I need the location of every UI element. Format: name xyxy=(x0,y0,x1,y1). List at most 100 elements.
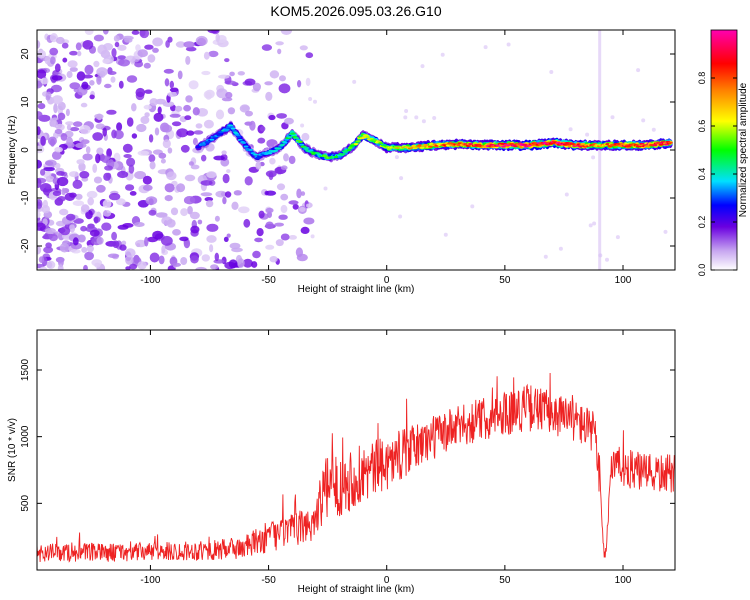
ridge-cell xyxy=(527,144,533,147)
noise-blob xyxy=(200,192,213,197)
noise-blob xyxy=(154,127,160,136)
noise-blob xyxy=(636,68,641,73)
noise-blob xyxy=(102,199,112,209)
noise-blob xyxy=(183,196,196,205)
noise-blob xyxy=(69,192,77,198)
noise-blob xyxy=(40,77,49,85)
noise-blob xyxy=(69,82,81,90)
noise-blob xyxy=(44,55,51,65)
noise-blob xyxy=(76,159,85,165)
noise-blob xyxy=(113,35,120,42)
noise-blob xyxy=(203,51,210,60)
snr-y-ticks: 500 1000 1500 xyxy=(20,358,675,512)
snr-frame xyxy=(36,329,676,571)
noise-blob xyxy=(192,107,200,116)
noise-blob xyxy=(129,191,137,196)
noise-blob xyxy=(92,163,98,173)
noise-blob xyxy=(104,83,112,89)
ridge-cell xyxy=(224,128,230,131)
noise-blob xyxy=(215,109,225,120)
noise-blob xyxy=(66,136,73,147)
noise-blob xyxy=(53,103,58,114)
colorbar-label: Normalized spectral amplitude xyxy=(738,82,749,217)
noise-blob xyxy=(149,161,156,170)
noise-blob xyxy=(102,210,112,217)
noise-blob xyxy=(218,74,230,79)
ridge-cell xyxy=(667,141,673,144)
noise-blob xyxy=(558,246,563,251)
noise-blob xyxy=(169,87,179,93)
noise-blob xyxy=(131,30,140,35)
ridge-cell xyxy=(250,152,256,155)
snr-panel: -100 -50 0 50 100 500 1000 1500 Height of stra… xyxy=(7,329,676,595)
noise-blob xyxy=(175,41,186,48)
ridge-cell xyxy=(299,143,305,146)
ridge-cell xyxy=(298,140,303,143)
noise-blob xyxy=(95,153,101,164)
noise-blob xyxy=(300,226,310,234)
noise-blob xyxy=(125,266,131,270)
noise-blob xyxy=(72,200,85,206)
ridge-cell xyxy=(256,155,262,158)
noise-blob xyxy=(265,170,277,178)
noise-blob xyxy=(215,33,220,43)
noise-blob xyxy=(203,119,214,129)
ridge-cell xyxy=(465,144,471,147)
ridge-cell xyxy=(346,149,352,152)
noise-blob xyxy=(305,77,311,87)
noise-blob xyxy=(284,117,294,125)
noise-blob xyxy=(43,246,54,254)
noise-blob xyxy=(216,88,228,99)
x-tick-label: -50 xyxy=(261,275,276,286)
ridge-cell xyxy=(365,136,371,138)
noise-blob xyxy=(93,176,103,184)
noise-blob xyxy=(297,80,302,88)
noise-blob xyxy=(183,238,191,249)
noise-blob xyxy=(107,253,120,259)
noise-blob xyxy=(65,121,74,126)
noise-blob xyxy=(301,132,310,141)
ridge-cell xyxy=(652,144,658,147)
noise-blob xyxy=(146,236,158,243)
noise-blob xyxy=(144,89,153,94)
noise-blob xyxy=(605,257,609,262)
noise-blob xyxy=(96,147,104,155)
noise-blob xyxy=(280,30,293,35)
noise-blob xyxy=(254,237,263,243)
noise-blob xyxy=(117,55,127,60)
noise-blob xyxy=(37,245,42,255)
noise-blob xyxy=(183,104,192,112)
noise-blob xyxy=(166,219,176,228)
noise-blob xyxy=(135,44,141,52)
x-tick-label: 0 xyxy=(384,575,390,586)
noise-blob xyxy=(184,115,192,121)
noise-blob xyxy=(651,127,656,132)
noise-blob xyxy=(207,30,219,34)
noise-blob xyxy=(276,183,286,191)
noise-blob xyxy=(158,255,165,265)
colorbar-tick-label: 0.2 xyxy=(697,216,707,229)
noise-blob xyxy=(82,40,94,50)
noise-blob xyxy=(51,75,63,81)
noise-blob xyxy=(274,222,284,227)
noise-blob xyxy=(95,123,106,130)
noise-blob xyxy=(225,91,233,99)
noise-blob xyxy=(399,176,404,181)
noise-blob xyxy=(93,34,104,42)
noise-blob xyxy=(440,52,445,57)
noise-blob xyxy=(136,243,141,248)
noise-blob xyxy=(288,155,296,165)
noise-blob xyxy=(37,145,45,154)
noise-blob xyxy=(121,240,127,246)
noise-blob xyxy=(153,112,164,122)
noise-blob xyxy=(615,235,620,240)
noise-blob xyxy=(126,117,134,127)
x-tick-label: 0 xyxy=(384,275,390,286)
noise-blob xyxy=(117,170,129,179)
noise-blob xyxy=(111,231,117,241)
noise-blob xyxy=(288,235,297,240)
ridge-cell xyxy=(658,143,664,146)
noise-blob xyxy=(110,76,116,83)
ridge-cell xyxy=(509,143,515,145)
noise-blob xyxy=(543,254,548,259)
